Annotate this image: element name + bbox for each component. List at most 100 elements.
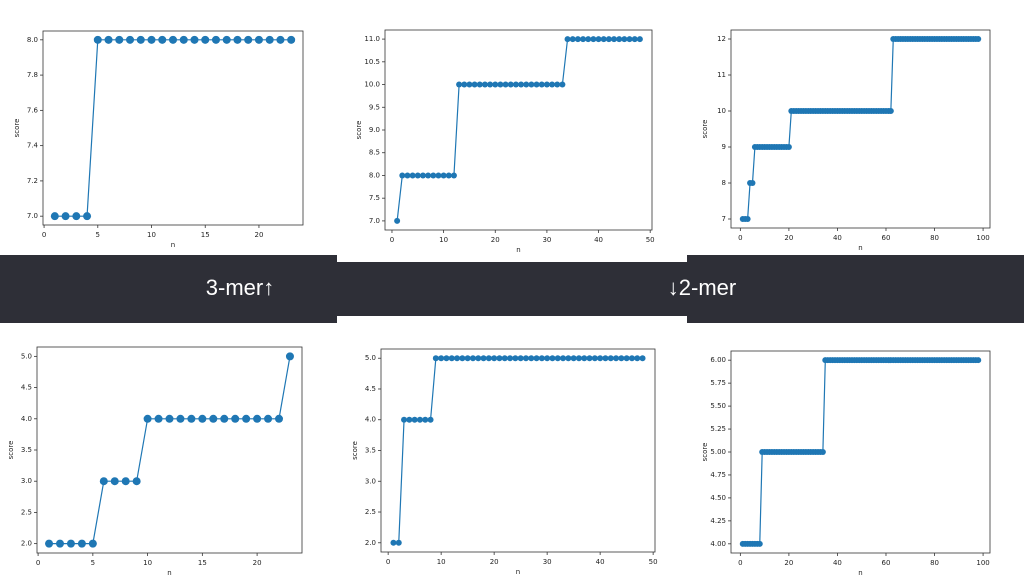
marker xyxy=(411,416,418,423)
marker xyxy=(399,172,406,179)
marker xyxy=(88,539,97,548)
marker xyxy=(744,216,751,222)
marker xyxy=(445,172,452,179)
x-tick-label: 40 xyxy=(833,559,842,567)
y-tick-label: 8.5 xyxy=(369,149,380,157)
marker xyxy=(459,355,466,362)
marker xyxy=(276,35,285,44)
y-tick-label: 4.00 xyxy=(710,540,726,548)
marker xyxy=(220,414,229,423)
x-tick-label: 30 xyxy=(543,558,552,566)
marker xyxy=(154,414,163,423)
marker xyxy=(253,414,262,423)
marker xyxy=(419,172,426,179)
y-axis-label: score xyxy=(701,120,709,139)
x-tick-label: 50 xyxy=(646,236,655,244)
marker xyxy=(491,355,498,362)
x-tick-label: 20 xyxy=(253,559,262,567)
marker xyxy=(512,355,519,362)
y-tick-label: 3.0 xyxy=(21,477,32,485)
y-tick-label: 5.0 xyxy=(21,352,32,360)
marker xyxy=(179,35,188,44)
marker xyxy=(621,36,628,43)
marker xyxy=(480,355,487,362)
marker xyxy=(560,355,567,362)
marker xyxy=(176,414,185,423)
y-tick-label: 7 xyxy=(722,215,726,223)
band-label: 3-mer↑ xyxy=(206,275,274,300)
x-axis-label: n xyxy=(516,568,520,576)
marker xyxy=(497,81,504,88)
x-axis-label: n xyxy=(516,246,520,254)
marker xyxy=(492,81,499,88)
marker xyxy=(554,81,561,88)
x-tick-label: 0 xyxy=(42,231,46,239)
x-tick-label: 5 xyxy=(96,231,100,239)
band-left xyxy=(0,255,337,323)
marker xyxy=(538,355,545,362)
marker xyxy=(83,212,92,221)
x-tick-label: 40 xyxy=(594,236,603,244)
marker xyxy=(581,355,588,362)
marker xyxy=(45,539,54,548)
marker xyxy=(264,414,273,423)
x-tick-label: 0 xyxy=(36,559,40,567)
x-tick-label: 0 xyxy=(390,236,394,244)
y-tick-label: 3.5 xyxy=(21,446,32,454)
marker xyxy=(121,477,130,486)
marker xyxy=(533,81,540,88)
y-tick-label: 4.5 xyxy=(365,385,376,393)
marker xyxy=(461,81,468,88)
marker xyxy=(502,81,509,88)
x-tick-label: 20 xyxy=(491,236,500,244)
marker xyxy=(469,355,476,362)
y-tick-label: 7.5 xyxy=(369,194,380,202)
x-tick-label: 20 xyxy=(784,559,793,567)
marker xyxy=(244,35,253,44)
marker xyxy=(158,35,167,44)
marker xyxy=(565,355,572,362)
y-tick-label: 11 xyxy=(717,71,726,79)
marker xyxy=(533,355,540,362)
marker xyxy=(409,172,416,179)
band-label: ↓2-mer xyxy=(668,275,736,300)
y-tick-label: 10.0 xyxy=(364,81,380,89)
marker xyxy=(425,172,432,179)
y-tick-label: 7.2 xyxy=(27,177,38,185)
x-tick-label: 80 xyxy=(930,234,939,242)
marker xyxy=(523,81,530,88)
y-tick-label: 5.25 xyxy=(710,425,726,433)
y-tick-label: 7.6 xyxy=(27,106,39,114)
y-tick-label: 12 xyxy=(717,35,726,43)
y-tick-label: 9.0 xyxy=(369,126,380,134)
marker xyxy=(585,36,592,43)
marker xyxy=(559,81,566,88)
marker xyxy=(464,355,471,362)
marker xyxy=(590,36,597,43)
marker xyxy=(287,35,296,44)
x-axis-label: n xyxy=(858,244,862,252)
y-tick-label: 9.5 xyxy=(369,103,380,111)
marker xyxy=(528,81,535,88)
y-axis-label: score xyxy=(7,441,15,460)
marker xyxy=(50,212,59,221)
y-axis-label: score xyxy=(13,119,21,138)
marker xyxy=(574,36,581,43)
marker xyxy=(448,355,455,362)
marker xyxy=(602,355,609,362)
marker xyxy=(549,81,556,88)
y-tick-label: 6.00 xyxy=(710,356,726,364)
marker xyxy=(169,35,177,44)
marker xyxy=(390,539,397,546)
marker xyxy=(265,35,274,44)
marker xyxy=(975,36,982,42)
y-axis-label: score xyxy=(701,443,709,462)
marker xyxy=(887,108,894,114)
marker xyxy=(466,81,473,88)
marker xyxy=(471,81,478,88)
y-axis-label: score xyxy=(351,441,359,460)
y-tick-label: 2.5 xyxy=(21,508,32,516)
y-tick-label: 2.5 xyxy=(365,508,376,516)
x-tick-label: 0 xyxy=(738,234,742,242)
x-tick-label: 20 xyxy=(490,558,499,566)
